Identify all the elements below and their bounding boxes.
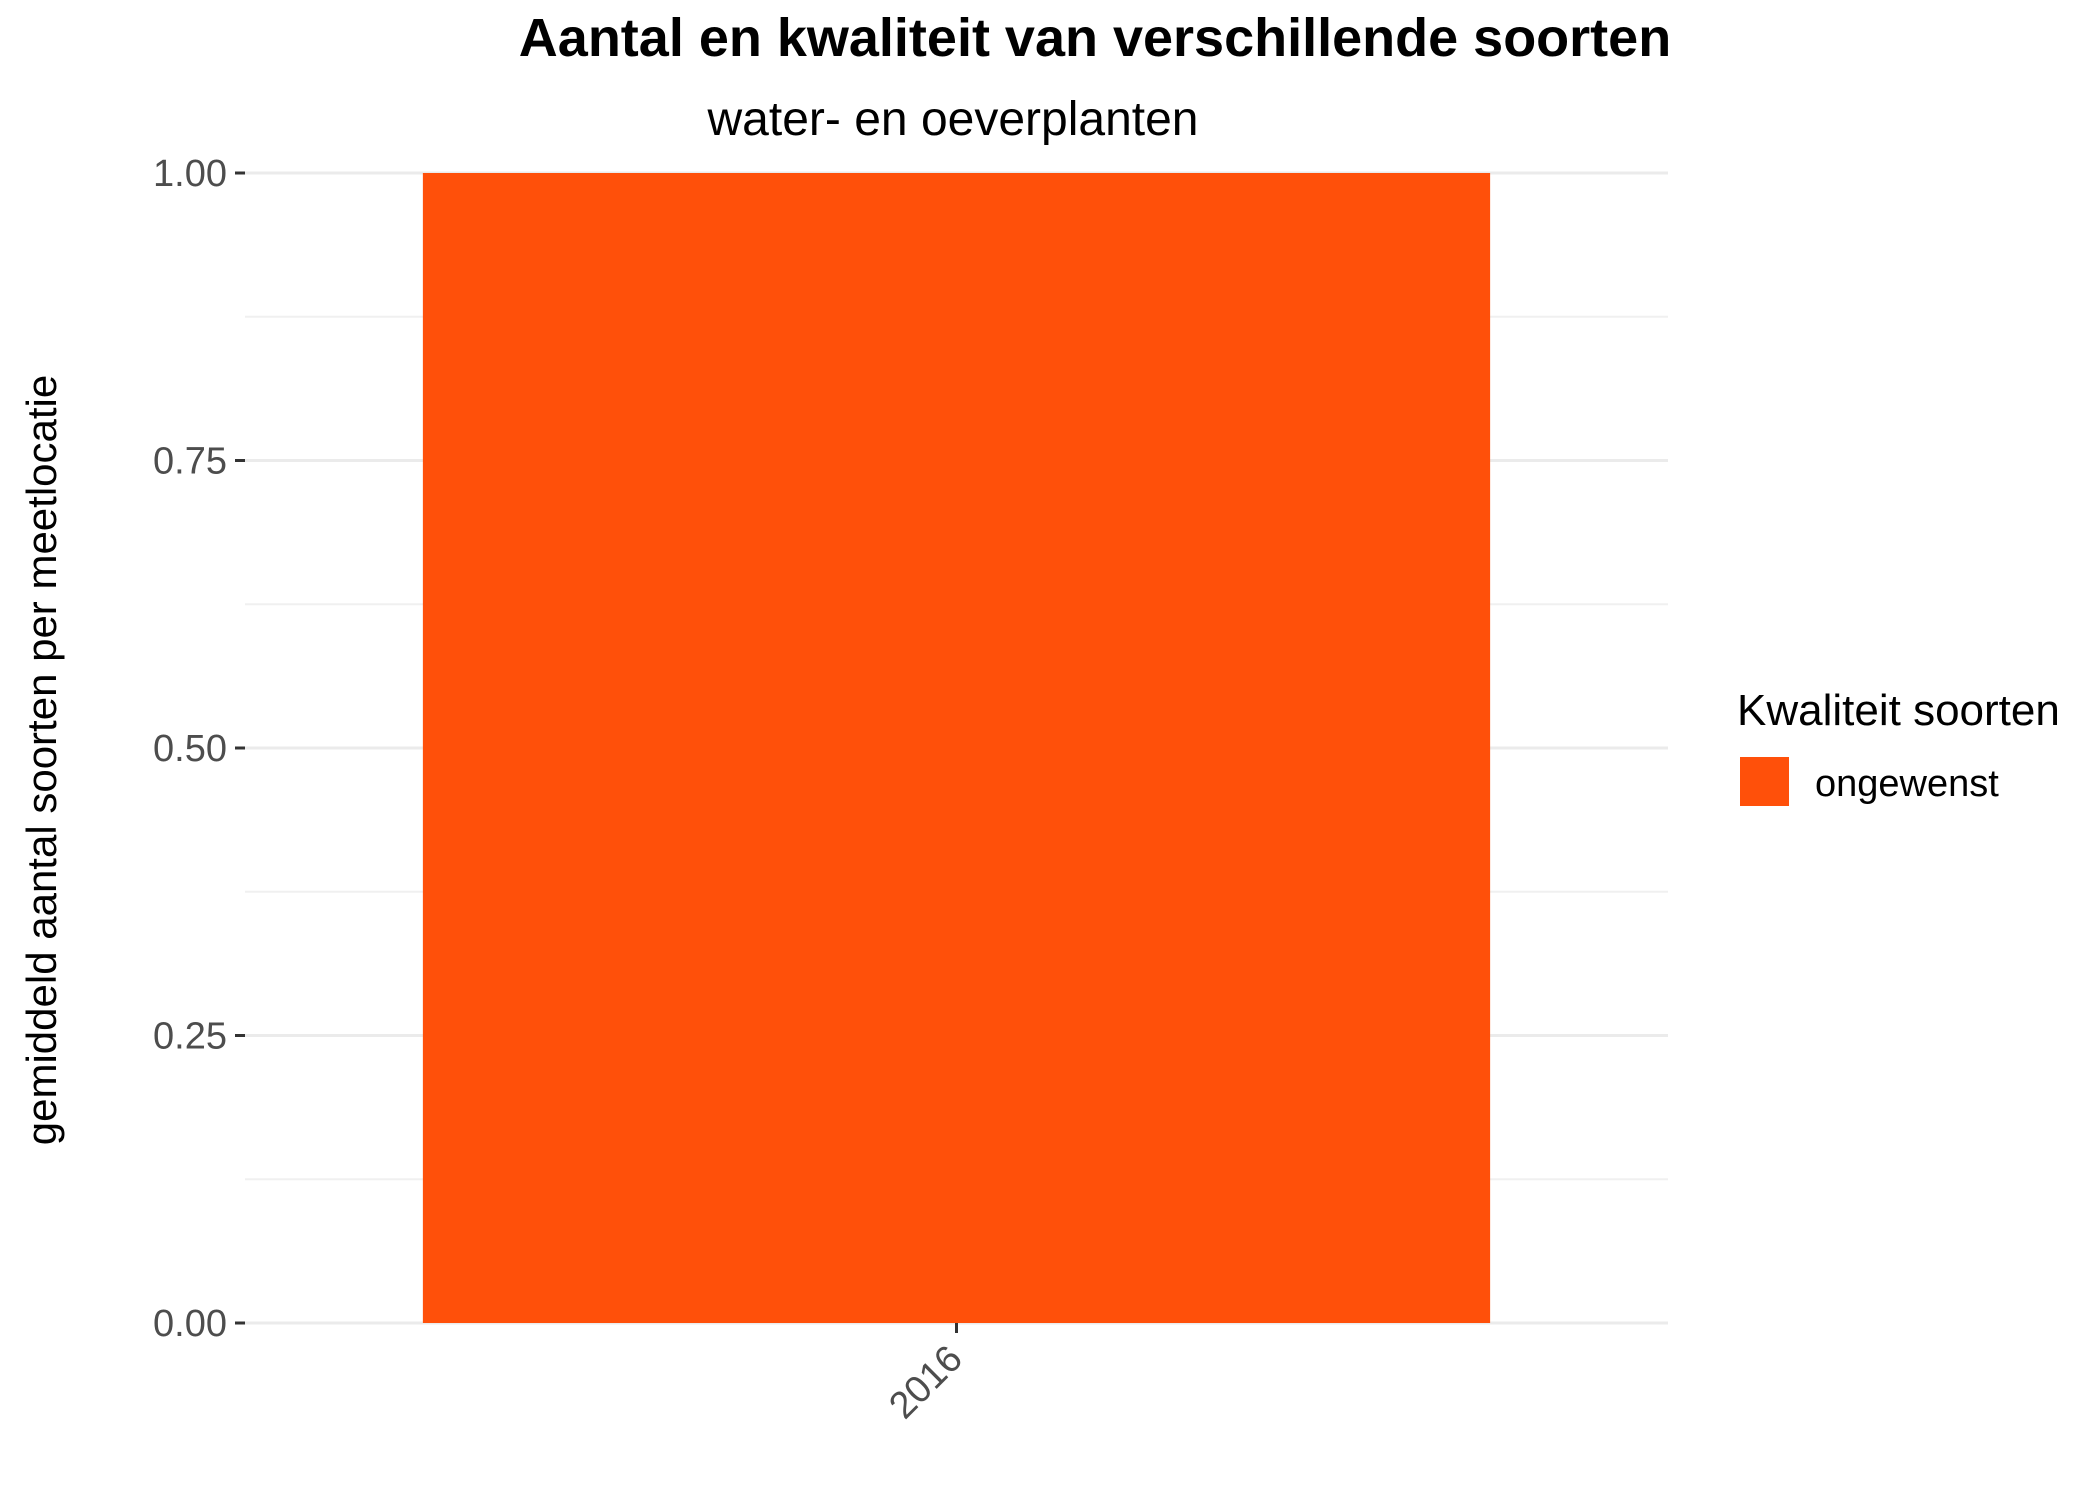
x-tick-label: 2016	[881, 1338, 970, 1427]
y-tick-label: 0.50	[153, 728, 227, 770]
legend: Kwaliteit soorten ongewenst	[1737, 686, 2060, 806]
legend-label-ongewenst: ongewenst	[1815, 763, 1999, 805]
y-tick-label: 1.00	[153, 153, 227, 195]
bar-2016	[422, 173, 1491, 1323]
y-tick-label: 0.00	[153, 1303, 227, 1345]
y-tick-label: 0.25	[153, 1016, 227, 1058]
chart-title: Aantal en kwaliteit van verschillende so…	[519, 8, 1671, 68]
y-axis: 0.00 0.25 0.50 0.75 1.00	[153, 153, 245, 1345]
y-tick-label: 0.75	[153, 441, 227, 483]
x-axis: 2016	[881, 1323, 971, 1427]
chart-subtitle: water- en oeverplanten	[707, 93, 1199, 146]
y-axis-title: gemiddeld aantal soorten per meetlocatie	[18, 375, 65, 1145]
bars	[422, 173, 1491, 1323]
legend-swatch-ongewenst	[1740, 757, 1789, 806]
legend-title: Kwaliteit soorten	[1737, 686, 2060, 735]
